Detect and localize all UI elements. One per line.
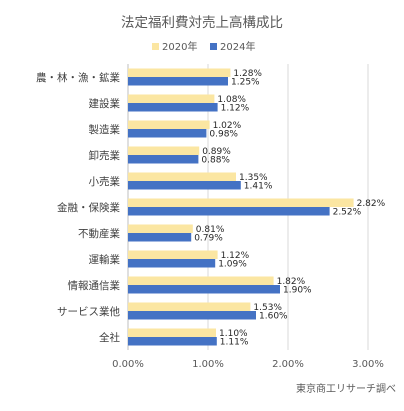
bar (128, 276, 274, 285)
bar (128, 328, 216, 337)
category-label: 小売業 (89, 175, 121, 188)
bar (128, 146, 200, 155)
data-label: 1.12% (221, 251, 250, 261)
category-label: 卸売業 (89, 149, 121, 162)
category-label: 情報通信業 (68, 279, 121, 292)
legend: 2020年 2024年 (152, 40, 255, 53)
legend-swatch-2020 (152, 43, 159, 50)
bar (128, 198, 354, 207)
bar (128, 285, 280, 294)
bar (128, 233, 192, 242)
x-tick-label: 1.00% (192, 359, 224, 370)
data-label: 1.10% (219, 329, 248, 339)
data-label: 1.28% (233, 69, 262, 79)
bar (128, 77, 228, 86)
data-label: 0.89% (202, 147, 231, 157)
category-label: 農・林・漁・鉱業 (36, 71, 120, 84)
bar (128, 129, 207, 138)
chart-title: 法定福利費対売上高構成比 (121, 14, 283, 31)
x-tick-label: 2.00% (272, 359, 304, 370)
bar (128, 172, 236, 181)
x-axis-tick-labels: 0.00% 1.00% 2.00% 3.00% (112, 359, 384, 370)
bar (128, 259, 216, 268)
data-label: 1.41% (244, 182, 273, 192)
bar (128, 94, 215, 103)
source-note: 東京商工リサーチ調べ (296, 382, 396, 395)
data-label: 1.11% (220, 338, 249, 348)
category-labels: 農・林・漁・鉱業建設業製造業卸売業小売業金融・保険業不動産業運輸業情報通信業サー… (36, 71, 120, 344)
data-label: 2.52% (333, 208, 362, 218)
bars: 1.28%1.25%1.08%1.12%1.02%0.98%0.89%0.88%… (128, 68, 386, 348)
x-tick-label: 0.00% (112, 359, 144, 370)
category-label: 建設業 (89, 97, 121, 110)
data-label: 1.12% (221, 104, 250, 114)
bar (128, 302, 251, 311)
category-label: 金融・保険業 (57, 201, 120, 214)
data-label: 0.98% (209, 130, 238, 140)
data-label: 1.08% (217, 95, 246, 105)
data-label: 1.90% (283, 286, 312, 296)
category-label: 不動産業 (78, 227, 120, 240)
category-label: 製造業 (89, 123, 121, 136)
bar (128, 337, 217, 346)
bar (128, 155, 199, 164)
data-label: 2.82% (357, 199, 386, 209)
legend-label-2020: 2020年 (162, 40, 197, 53)
bar (128, 68, 231, 77)
data-label: 1.35% (239, 173, 268, 183)
data-label: 1.60% (259, 312, 288, 322)
category-label: 全社 (99, 331, 120, 344)
bar (128, 103, 218, 112)
data-label: 1.02% (213, 121, 242, 131)
category-label: サービス業他 (57, 305, 120, 318)
data-label: 0.79% (194, 234, 223, 244)
bar (128, 181, 241, 190)
data-label: 1.09% (218, 260, 247, 270)
bar (128, 120, 210, 129)
data-label: 1.53% (253, 303, 282, 313)
bar (128, 250, 218, 259)
bar (128, 224, 193, 233)
data-label: 1.25% (231, 78, 260, 88)
legend-label-2024: 2024年 (220, 40, 255, 53)
bar (128, 207, 330, 216)
category-label: 運輸業 (89, 253, 121, 266)
x-tick-label: 3.00% (352, 359, 384, 370)
data-label: 1.82% (277, 277, 306, 287)
data-label: 0.88% (201, 156, 230, 166)
data-label: 0.81% (196, 225, 225, 235)
legend-swatch-2024 (210, 43, 217, 50)
bar (128, 311, 256, 320)
